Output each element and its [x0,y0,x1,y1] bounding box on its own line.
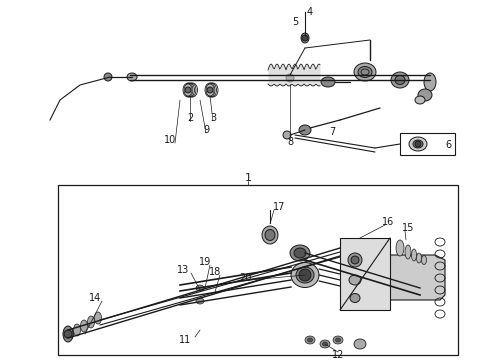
Ellipse shape [74,324,80,336]
Ellipse shape [415,96,425,104]
Text: 9: 9 [203,125,209,135]
Ellipse shape [291,262,319,288]
Bar [400,133,455,155]
Ellipse shape [358,67,372,77]
Ellipse shape [127,73,137,81]
Ellipse shape [418,89,432,101]
Text: 15: 15 [402,223,414,233]
Text: 2: 2 [187,113,193,123]
Text: 5: 5 [292,17,298,27]
Ellipse shape [104,73,112,81]
Ellipse shape [88,316,95,328]
Ellipse shape [206,84,214,96]
Ellipse shape [290,245,310,261]
Text: 1: 1 [245,173,251,183]
Ellipse shape [196,285,204,291]
Ellipse shape [395,76,405,85]
Ellipse shape [265,230,275,240]
Bar [340,238,390,310]
Ellipse shape [396,240,404,256]
Ellipse shape [305,336,315,344]
Text: 17: 17 [273,202,285,212]
Text: 7: 7 [329,127,335,137]
Ellipse shape [413,140,423,148]
Ellipse shape [354,63,376,81]
Ellipse shape [184,84,192,96]
Circle shape [64,330,72,338]
Ellipse shape [412,249,416,261]
Text: 20: 20 [239,273,251,283]
Ellipse shape [67,328,74,340]
Ellipse shape [95,312,101,324]
Circle shape [185,87,191,93]
Ellipse shape [196,298,204,304]
Ellipse shape [333,336,343,344]
Ellipse shape [416,253,421,263]
Ellipse shape [336,338,341,342]
Ellipse shape [299,125,311,135]
Ellipse shape [294,248,306,258]
Ellipse shape [409,137,427,151]
Ellipse shape [296,267,314,283]
Circle shape [299,269,311,281]
Ellipse shape [301,33,309,43]
Text: 16: 16 [382,217,394,227]
Bar [58,185,458,355]
Ellipse shape [348,253,362,267]
Circle shape [207,87,213,93]
Circle shape [302,35,308,41]
Text: 3: 3 [210,113,216,123]
Ellipse shape [320,340,330,348]
Ellipse shape [63,326,73,342]
Ellipse shape [322,342,327,346]
Ellipse shape [354,339,366,349]
Text: 4: 4 [307,7,313,17]
Ellipse shape [350,293,360,302]
Circle shape [415,141,421,147]
Text: 14: 14 [89,293,101,303]
Ellipse shape [349,275,361,285]
Circle shape [286,74,294,82]
Text: 10: 10 [164,135,176,145]
Ellipse shape [421,256,426,265]
Ellipse shape [283,131,291,139]
Ellipse shape [308,338,313,342]
Ellipse shape [321,77,335,87]
Text: 18: 18 [209,267,221,277]
Ellipse shape [80,320,88,332]
Text: 11: 11 [179,335,191,345]
Text: 8: 8 [287,137,293,147]
Ellipse shape [351,256,359,264]
Text: 13: 13 [177,265,189,275]
Ellipse shape [405,245,411,259]
Text: 6: 6 [445,140,451,150]
Text: 12: 12 [332,350,344,360]
Polygon shape [345,255,445,300]
Ellipse shape [424,73,436,91]
Text: 19: 19 [199,257,211,267]
Ellipse shape [391,72,409,88]
Ellipse shape [262,226,278,244]
